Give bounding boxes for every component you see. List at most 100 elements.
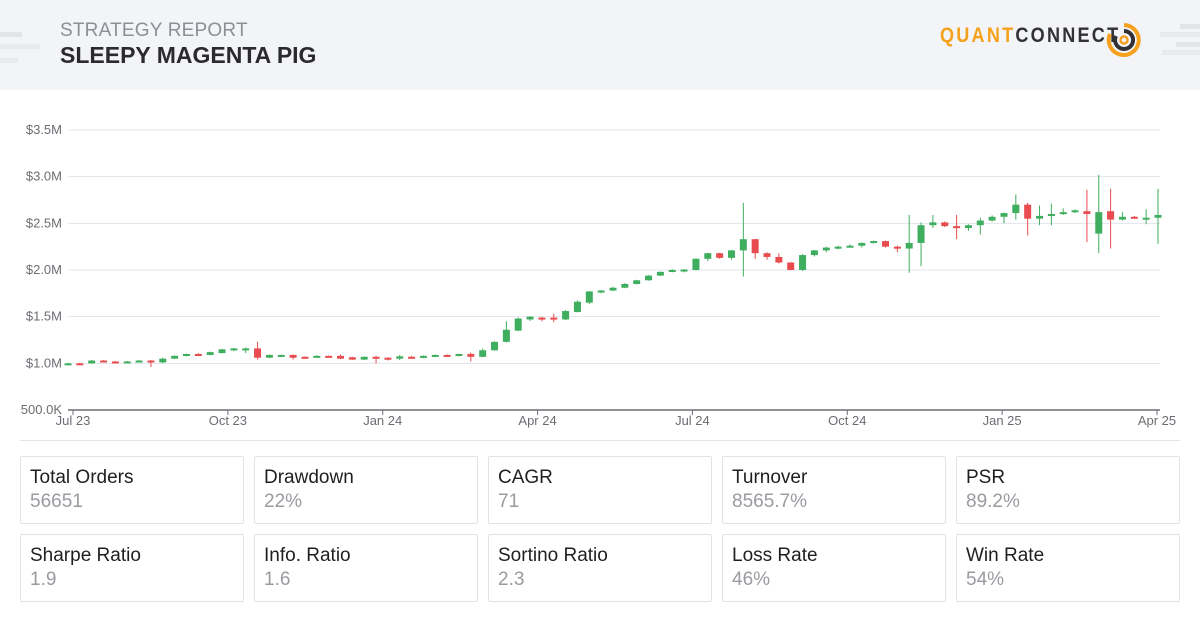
candle-up bbox=[431, 354, 439, 357]
candle-down bbox=[254, 348, 262, 358]
candle-down bbox=[337, 355, 344, 359]
candle-up bbox=[704, 253, 712, 259]
candle-up bbox=[491, 341, 499, 351]
candle-up bbox=[135, 360, 143, 363]
candle-up bbox=[834, 246, 842, 249]
stat-label: Sharpe Ratio bbox=[30, 545, 141, 566]
candle-up bbox=[206, 352, 214, 355]
decoration bbox=[0, 44, 40, 49]
candle-up bbox=[597, 290, 605, 293]
candle-up bbox=[479, 350, 487, 357]
candle-up bbox=[858, 242, 866, 246]
candle-up bbox=[265, 354, 273, 358]
candle-up bbox=[396, 356, 404, 359]
candle-up bbox=[609, 287, 617, 291]
stat-card-win-rate: Win Rate 54% bbox=[956, 534, 1180, 602]
y-tick-label: $1.0M bbox=[26, 355, 62, 370]
candle-up bbox=[88, 360, 96, 364]
candle-up bbox=[645, 275, 653, 281]
quantconnect-logo-icon bbox=[1106, 23, 1141, 57]
candle-up bbox=[1118, 216, 1126, 220]
stat-value: 22% bbox=[264, 491, 303, 512]
stat-card-total-orders: Total Orders 56651 bbox=[20, 456, 244, 524]
candle-up bbox=[1142, 217, 1150, 220]
x-tick-label: Jul 23 bbox=[56, 413, 91, 428]
candle-up bbox=[419, 355, 427, 358]
stat-value: 71 bbox=[498, 491, 520, 512]
candle-down bbox=[348, 357, 356, 360]
y-tick-label: $2.0M bbox=[26, 262, 62, 277]
candle-up bbox=[455, 354, 463, 356]
candle-down bbox=[751, 239, 759, 254]
candle-down bbox=[1130, 216, 1138, 219]
stat-label: Turnover bbox=[732, 467, 808, 488]
report-header: STRATEGY REPORT SLEEPY MAGENTA PIG QUANT… bbox=[0, 0, 1200, 90]
logo-text-connect: CONNECT bbox=[1015, 24, 1121, 47]
candle-down bbox=[953, 226, 961, 229]
candle-up bbox=[929, 222, 937, 226]
x-tick-label: Jan 25 bbox=[983, 413, 1022, 428]
decoration bbox=[1162, 50, 1200, 55]
stat-value: 56651 bbox=[30, 491, 83, 512]
candle-down bbox=[194, 354, 202, 356]
candle-up bbox=[1059, 212, 1067, 215]
logo-text-quant: QUANT bbox=[940, 24, 1016, 47]
x-tick-label: Oct 24 bbox=[828, 413, 866, 428]
candle-up bbox=[822, 247, 830, 251]
candle-down bbox=[111, 361, 119, 364]
candle-down bbox=[775, 256, 783, 263]
decoration bbox=[0, 58, 18, 63]
decoration bbox=[1176, 42, 1200, 47]
candle-up bbox=[621, 284, 629, 288]
candle-down bbox=[787, 262, 795, 270]
report-subtitle: STRATEGY REPORT bbox=[60, 20, 248, 41]
candle-up bbox=[360, 356, 368, 360]
candle-down bbox=[384, 357, 392, 360]
candle-down bbox=[325, 355, 333, 358]
candle-down bbox=[1107, 211, 1115, 220]
candle-down bbox=[76, 363, 84, 366]
candle-up bbox=[526, 316, 534, 320]
candle-up bbox=[171, 355, 179, 359]
candle-up bbox=[1047, 214, 1055, 216]
candle-down bbox=[716, 253, 724, 258]
decoration bbox=[0, 32, 22, 37]
y-tick-label: $3.5M bbox=[26, 122, 62, 137]
candle-up bbox=[1071, 210, 1079, 213]
candle-up bbox=[502, 329, 510, 342]
candle-up bbox=[277, 354, 285, 357]
candle-up bbox=[668, 270, 676, 272]
candle-up bbox=[1012, 204, 1020, 214]
stat-card-cagr: CAGR 71 bbox=[488, 456, 712, 524]
candle-up bbox=[870, 241, 878, 244]
candle-up bbox=[562, 311, 570, 320]
stat-value: 46% bbox=[732, 569, 771, 590]
decoration bbox=[1160, 32, 1200, 37]
quantconnect-logo: QUANTCONNECT bbox=[940, 23, 1150, 57]
candle-up bbox=[182, 354, 190, 356]
candle-up bbox=[727, 250, 735, 258]
candle-up bbox=[680, 269, 688, 272]
candle-up bbox=[585, 291, 593, 303]
x-tick-label: Apr 24 bbox=[518, 413, 556, 428]
candle-down bbox=[408, 356, 416, 359]
candle-up bbox=[242, 348, 250, 351]
candle-up bbox=[230, 348, 238, 351]
stat-label: Sortino Ratio bbox=[498, 545, 608, 566]
candle-up bbox=[159, 358, 167, 363]
y-tick-label: $2.5M bbox=[26, 215, 62, 230]
candle-up bbox=[514, 318, 522, 331]
candle-up bbox=[988, 216, 996, 221]
candle-down bbox=[763, 253, 771, 257]
candle-up bbox=[656, 271, 664, 276]
stat-label: Info. Ratio bbox=[264, 545, 351, 566]
stat-card-turnover: Turnover 8565.7% bbox=[722, 456, 946, 524]
candle-down bbox=[467, 354, 475, 357]
candle-down bbox=[1083, 211, 1091, 214]
candle-down bbox=[1024, 204, 1032, 219]
y-tick-label: $3.0M bbox=[26, 169, 62, 184]
stat-value: 54% bbox=[966, 569, 1005, 590]
stat-label: CAGR bbox=[498, 467, 553, 488]
candle-up bbox=[123, 361, 131, 364]
candle-up bbox=[810, 250, 818, 256]
